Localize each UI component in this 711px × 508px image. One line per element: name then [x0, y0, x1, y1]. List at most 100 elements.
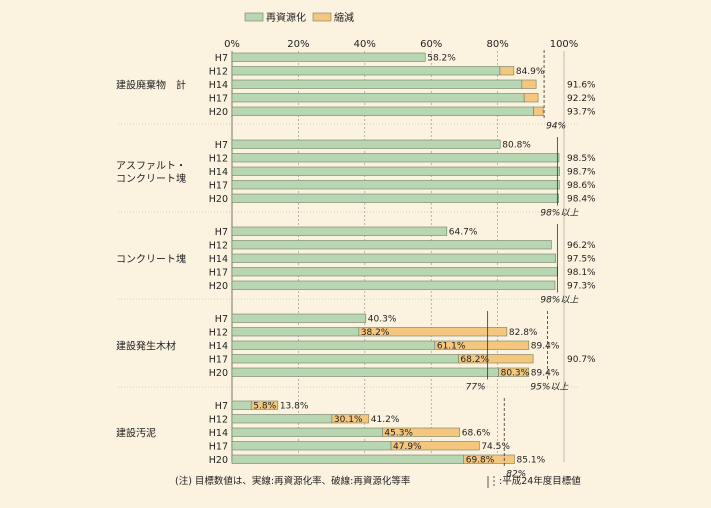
year-label: H7	[215, 53, 228, 64]
bar-reduction	[250, 400, 279, 410]
year-label: H14	[209, 167, 228, 178]
category-label: 建設廃棄物 計	[116, 78, 186, 91]
year-label: H17	[209, 442, 228, 453]
value-label-recycle: 61.1%	[437, 342, 466, 352]
bar-reduction	[458, 354, 534, 364]
bar-reduction	[523, 93, 539, 103]
value-label-recycle: 38.2%	[361, 328, 390, 338]
category-label: コンクリート塊	[116, 172, 186, 185]
year-label: H14	[209, 254, 228, 265]
bar-recycle	[231, 79, 523, 89]
bar-recycle	[231, 139, 501, 149]
year-label: H14	[209, 428, 228, 439]
x-tick-label: 100%	[550, 39, 579, 50]
value-label-recycle: 47.9%	[393, 442, 422, 452]
value-label-total: 97.3%	[567, 282, 596, 292]
bar-recycle	[231, 240, 552, 250]
value-label-recycle: 64.7%	[449, 228, 478, 238]
year-label: H14	[209, 341, 228, 352]
value-label-total: 96.2%	[567, 241, 596, 251]
bar-recycle	[231, 441, 392, 451]
value-label-total: 98.5%	[567, 154, 596, 164]
bar-reduction	[463, 454, 515, 464]
bar-recycle	[231, 354, 459, 364]
value-label-total: 98.1%	[567, 268, 596, 278]
x-tick-label: 60%	[420, 39, 442, 50]
year-label: H7	[215, 401, 228, 412]
bar-reduction	[499, 66, 515, 76]
x-tick-label: 40%	[354, 39, 376, 50]
target-label: 94%	[546, 122, 566, 132]
bar-reduction	[434, 340, 530, 350]
bar-recycle	[231, 93, 525, 103]
bar-recycle	[231, 400, 252, 410]
value-label-total: 98.6%	[567, 181, 596, 191]
value-label-total: 91.6%	[567, 81, 596, 91]
value-label-recycle: 69.8%	[466, 456, 495, 466]
bar-recycle	[231, 367, 499, 377]
year-label: H17	[209, 355, 228, 366]
x-tick-label: 20%	[287, 39, 309, 50]
year-label: H17	[209, 94, 228, 105]
value-label-total: 84.9%	[516, 67, 545, 77]
bar-reduction	[331, 414, 370, 424]
value-label-total: 97.5%	[567, 255, 596, 265]
value-label-total: 41.2%	[371, 415, 400, 425]
bar-reduction	[533, 106, 544, 116]
target-label: 77%	[466, 383, 486, 393]
bar-recycle	[231, 414, 333, 424]
bar-reduction	[521, 79, 537, 89]
target-label: 98%以上	[540, 208, 579, 219]
value-label-total: 90.7%	[567, 355, 596, 365]
bar-recycle	[231, 327, 360, 337]
target-label: 82%	[506, 470, 526, 480]
bar-recycle	[231, 280, 556, 290]
category-label: 建設汚泥	[116, 426, 156, 439]
year-label: H17	[209, 181, 228, 192]
legend-label-reduction: 縮減	[334, 11, 354, 24]
value-label-total: 93.7%	[567, 108, 596, 118]
target-label: 95%以上	[530, 382, 569, 393]
footnote: (注) 目標数値は、実線:再資源化率、破線:再資源化等率	[175, 475, 411, 487]
value-label-total: 98.4%	[567, 195, 596, 205]
value-label-total: 82.8%	[509, 328, 538, 338]
bar-reduction	[498, 367, 530, 377]
bar-recycle	[231, 180, 560, 190]
bar-recycle	[231, 226, 448, 236]
year-label: H7	[215, 140, 228, 151]
bar-recycle	[231, 66, 501, 76]
value-label-total: 89.4%	[531, 342, 560, 352]
bar-recycle	[231, 267, 558, 277]
legend-swatch-recycle	[244, 12, 264, 22]
bar-recycle	[231, 153, 560, 163]
x-tick-label: 0%	[224, 39, 240, 50]
x-tick-label: 80%	[486, 39, 508, 50]
value-label-total: 98.7%	[567, 168, 596, 178]
year-label: H7	[215, 227, 228, 238]
year-label: H12	[209, 241, 228, 252]
bar-reduction	[382, 427, 461, 437]
value-label-recycle: 40.3%	[368, 315, 397, 325]
target-label: 98%以上	[540, 295, 579, 306]
year-label: H20	[209, 194, 228, 205]
legend-label-recycle: 再資源化	[266, 11, 306, 24]
year-label: H20	[209, 107, 228, 118]
category-label: コンクリート塊	[116, 252, 186, 265]
bar-recycle	[231, 166, 560, 176]
bar-recycle	[231, 253, 557, 263]
footnote-legend: :平成24年度目標値	[499, 475, 581, 487]
bar-reduction	[358, 327, 508, 337]
value-label-total: 13.8%	[280, 402, 309, 412]
value-label-recycle: 80.3%	[501, 369, 530, 379]
year-label: H12	[209, 67, 228, 78]
year-label: H12	[209, 154, 228, 165]
value-label-total: 85.1%	[517, 456, 546, 466]
bar-recycle	[231, 454, 465, 464]
value-label-total: 74.5%	[481, 442, 510, 452]
year-label: H12	[209, 328, 228, 339]
value-label-total: 68.6%	[462, 429, 491, 439]
bar-recycle	[231, 313, 367, 323]
year-label: H20	[209, 281, 228, 292]
